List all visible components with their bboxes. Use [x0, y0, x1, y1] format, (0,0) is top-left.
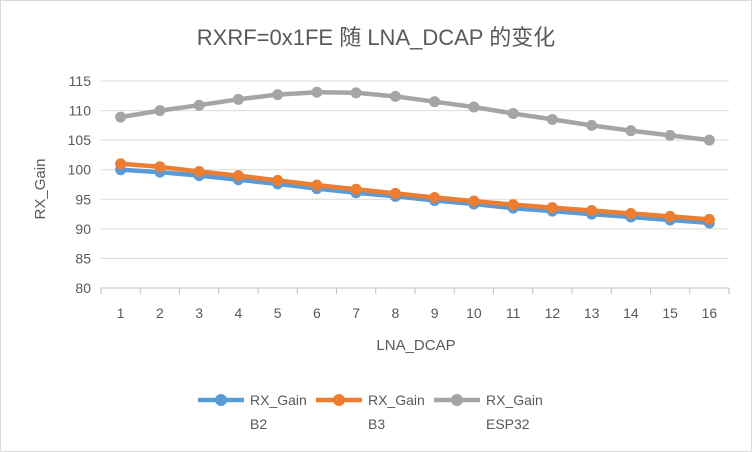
x-tick-label-13: 13 [584, 305, 600, 321]
y-tick-label-110: 110 [69, 103, 92, 119]
legend-item-1: RX_Gain B2 [198, 392, 307, 432]
data-point [193, 99, 205, 111]
data-point [546, 113, 558, 125]
legend-item-2: RX_Gain B3 [316, 392, 425, 432]
x-axis-label: LNA_DCAP [376, 337, 455, 354]
data-point [272, 174, 284, 186]
x-tick-label-4: 4 [234, 305, 242, 321]
x-tick-label-2: 2 [156, 305, 164, 321]
legend-item-3: RX_Gain ESP32 [434, 392, 543, 432]
data-point [115, 111, 127, 123]
series-group [115, 86, 715, 229]
x-tick-label-1: 1 [117, 305, 125, 321]
data-point [664, 210, 676, 222]
data-point [232, 170, 244, 182]
gridlines [101, 80, 729, 289]
chart-title: RXRF=0x1FE 随 LNA_DCAP 的变化 [197, 25, 555, 50]
x-tick-label-7: 7 [352, 305, 360, 321]
legend: RX_Gain B2 RX_Gain B3 RX_Gain ESP32 [198, 392, 543, 432]
data-point [507, 108, 519, 120]
y-tick-label-85: 85 [75, 250, 91, 266]
y-tick-label-95: 95 [75, 191, 91, 207]
data-point [429, 96, 441, 108]
legend-label: RX_Gain [486, 392, 543, 408]
x-tick-label-11: 11 [506, 305, 521, 321]
y-tick-label-90: 90 [75, 221, 91, 237]
data-point [389, 90, 401, 102]
x-axis-ticks: 1 2 3 4 5 6 7 8 9 10 11 12 13 14 15 16 [100, 288, 730, 321]
x-tick-label-5: 5 [274, 305, 282, 321]
data-point [311, 179, 323, 191]
x-tick-label-9: 9 [431, 305, 439, 321]
series-3 [115, 86, 715, 146]
data-point [154, 105, 166, 117]
data-point [625, 207, 637, 219]
x-tick-label-15: 15 [662, 305, 678, 321]
data-point [664, 129, 676, 141]
legend-swatch-marker [215, 394, 227, 406]
y-tick-label-80: 80 [75, 280, 91, 296]
legend-swatch-marker [333, 394, 345, 406]
data-point [468, 195, 480, 207]
data-point [507, 199, 519, 211]
data-point [546, 202, 558, 214]
data-point [625, 125, 637, 137]
data-point [703, 213, 715, 225]
x-tick-label-14: 14 [623, 305, 639, 321]
data-point [232, 93, 244, 105]
y-axis-ticks: 80 85 90 95 100 105 110 115 [68, 73, 92, 296]
data-point [586, 119, 598, 131]
x-tick-label-12: 12 [545, 305, 561, 321]
data-point [429, 192, 441, 204]
legend-label: RX_Gain [368, 392, 425, 408]
data-point [586, 205, 598, 217]
data-point [193, 165, 205, 177]
series-line [118, 161, 712, 222]
x-tick-label-10: 10 [466, 305, 482, 321]
series-line [118, 167, 712, 226]
legend-sublabel: ESP32 [486, 416, 530, 432]
legend-swatch-marker [451, 394, 463, 406]
series-line [118, 89, 712, 143]
x-tick-label-16: 16 [702, 305, 718, 321]
legend-label: RX_Gain [250, 392, 307, 408]
data-point [311, 86, 323, 98]
x-tick-label-3: 3 [195, 305, 203, 321]
data-point [389, 187, 401, 199]
data-point [703, 134, 715, 146]
data-point [115, 158, 127, 170]
legend-sublabel: B2 [250, 416, 267, 432]
x-tick-label-8: 8 [391, 305, 399, 321]
data-point [468, 101, 480, 113]
series-2 [115, 158, 715, 225]
x-tick-label-6: 6 [313, 305, 321, 321]
y-tick-label-100: 100 [68, 162, 92, 178]
y-tick-label-115: 115 [69, 73, 92, 89]
y-axis-label: RX_Gain [32, 159, 49, 220]
data-point [154, 161, 166, 173]
data-point [350, 183, 362, 195]
data-point [272, 89, 284, 101]
data-point [350, 87, 362, 99]
y-tick-label-105: 105 [68, 132, 92, 148]
legend-sublabel: B3 [368, 416, 385, 432]
